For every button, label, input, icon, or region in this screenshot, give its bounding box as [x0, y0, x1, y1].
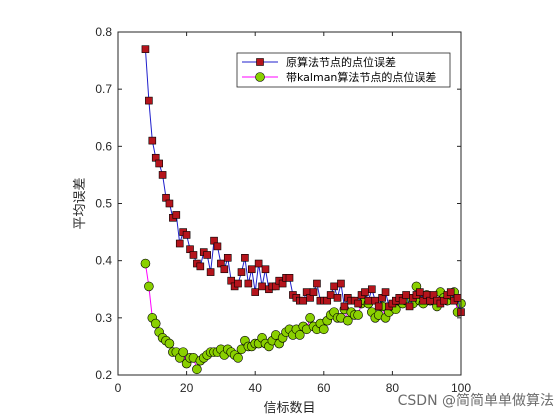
legend-marker-series-2: [255, 72, 265, 82]
series-2-point-1: [144, 281, 154, 292]
x-tick-label-3: 60: [317, 381, 331, 395]
y-tick-label-2: 0.4: [95, 254, 112, 268]
series-1-point-54: [326, 291, 335, 299]
series-1-point-62: [354, 299, 362, 308]
series-1-point-33: [254, 259, 263, 268]
series-2-point-45: [294, 330, 305, 340]
series-2-point-59: [343, 315, 353, 326]
series-1-point-68: [374, 302, 383, 311]
y-axis-label: 平均误差: [73, 177, 88, 229]
legend-box: [236, 52, 451, 88]
series-1-point-50: [313, 279, 321, 288]
series-1-point-10: [175, 239, 184, 248]
series-1-point-21: [213, 242, 222, 251]
plot-area: [118, 32, 461, 375]
watermark: CSDN @简简单单做算法: [398, 392, 554, 409]
series-1-point-77: [405, 302, 414, 311]
x-tick-label-2: 40: [249, 381, 263, 395]
series-1-point-55: [330, 282, 338, 291]
x-tick-label-0: 0: [115, 381, 122, 395]
series-1-point-5: [158, 171, 167, 179]
series-2-point-7: [164, 338, 175, 349]
series-1-point-14: [189, 251, 198, 259]
series-1-point-12: [182, 231, 191, 239]
ticks-layer: 0 20 40 60 80 100 0.2 0.3 0.4 0.5 0.6 0.7 0.8: [95, 25, 471, 395]
series-1-point-2: [148, 136, 157, 145]
series-1-point-27: [234, 279, 242, 288]
legend-label-series-1: 原算法节点的点位误差: [286, 55, 396, 69]
series-1-point-49: [309, 288, 318, 296]
x-tick-label-5: 100: [451, 381, 471, 395]
series-1: [141, 45, 465, 316]
y-tick-label-0: 0.2: [95, 368, 112, 382]
legend-label-series-2: 带kalman算法节点的点位误差: [286, 70, 436, 84]
series-1-point-24: [223, 254, 232, 262]
legend-marker-series-1: [256, 58, 264, 66]
series-2-point-11: [178, 347, 188, 357]
series-1-point-29: [241, 254, 249, 262]
series-1-point-0: [141, 45, 150, 53]
series-1-point-70: [381, 288, 390, 296]
series-1-point-4: [155, 159, 163, 168]
series-1-point-76: [402, 291, 410, 299]
series-2-point-52: [318, 324, 329, 335]
series-2-point-3: [150, 318, 161, 329]
series-1-point-66: [368, 285, 376, 294]
series-1-point-34: [258, 282, 266, 291]
series-1-point-89: [446, 288, 455, 296]
series-1-point-32: [251, 288, 259, 296]
series-2-point-0: [140, 258, 151, 269]
x-tick-label-4: 80: [386, 381, 400, 395]
series-1-point-65: [364, 296, 373, 305]
series-2-point-27: [233, 353, 243, 363]
series-1-point-91: [453, 294, 462, 302]
series-1-point-56: [333, 294, 342, 302]
series-1-point-18: [203, 251, 211, 259]
y-tick-label-1: 0.3: [95, 311, 112, 325]
series-1-point-7: [165, 199, 174, 208]
series-1-point-28: [237, 268, 246, 276]
series-1-point-23: [220, 265, 229, 274]
series-layer: [140, 45, 466, 375]
series-2-point-62: [353, 310, 363, 320]
series-2-point-48: [305, 313, 315, 323]
series-1-point-1: [145, 96, 153, 105]
series-2-point-15: [192, 364, 202, 375]
y-tick-label-4: 0.6: [95, 139, 112, 153]
series-1-point-30: [244, 279, 253, 288]
y-tick-label-6: 0.8: [95, 25, 112, 39]
y-tick-label-5: 0.7: [95, 82, 112, 96]
x-axis-label: 信标数目: [263, 401, 315, 416]
series-1-point-9: [172, 211, 181, 219]
series-1-point-31: [247, 265, 256, 274]
legend: 原算法节点的点位误差 带kalman算法节点的点位误差: [236, 52, 451, 88]
y-tick-label-3: 0.5: [95, 197, 112, 211]
series-1-point-42: [285, 274, 294, 282]
series-1-point-35: [261, 265, 270, 274]
series-1-point-57: [337, 279, 345, 288]
series-1-point-80: [416, 288, 424, 296]
series-1-point-64: [361, 288, 369, 296]
series-1-point-16: [196, 262, 205, 271]
series-1-point-58: [340, 302, 349, 311]
series-1-point-46: [299, 296, 308, 305]
x-tick-label-1: 20: [180, 381, 194, 395]
series-1-point-19: [206, 268, 215, 276]
